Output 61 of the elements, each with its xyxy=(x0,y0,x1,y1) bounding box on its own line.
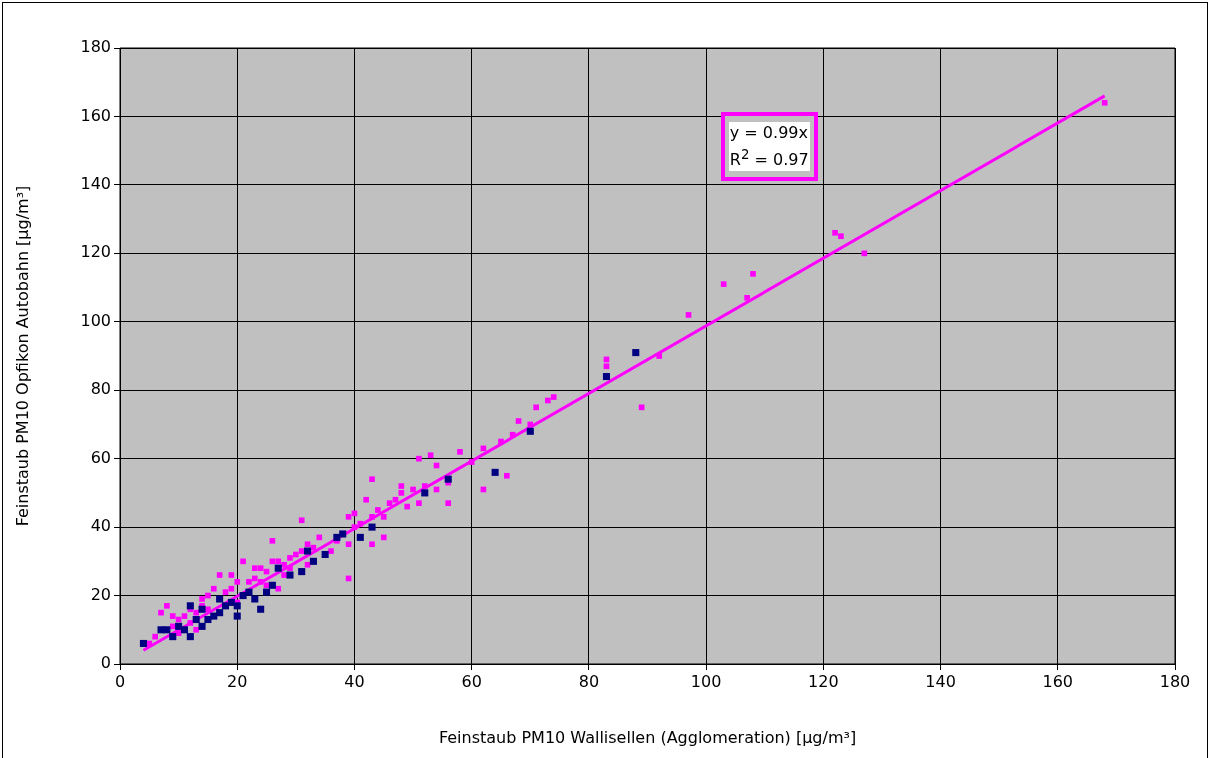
point xyxy=(221,602,230,610)
point xyxy=(198,622,206,630)
y-axis-title: Feinstaub PM10 Opfikon Autobahn [µg/m³] xyxy=(12,185,32,527)
point xyxy=(175,622,183,630)
point xyxy=(180,626,189,634)
x-tick-label: 40 xyxy=(344,671,365,691)
y-tick-label: 120 xyxy=(80,242,111,262)
point xyxy=(339,530,347,538)
point xyxy=(186,602,194,610)
point xyxy=(286,571,294,579)
point xyxy=(245,588,253,596)
annotation: R$^{2}$ = 0.97 xyxy=(729,147,809,170)
x-tick-label: 100 xyxy=(690,671,722,691)
point xyxy=(216,595,224,603)
point xyxy=(309,557,317,565)
annotation: y = 0.99x xyxy=(729,123,808,143)
y-tick-label: 180 xyxy=(80,37,111,57)
x-tick-label: 140 xyxy=(925,671,956,691)
y-tick-label: 80 xyxy=(90,379,111,399)
x-tick-label: 0 xyxy=(114,671,126,691)
x-tick-label: 20 xyxy=(227,671,248,691)
y-tick-label: 20 xyxy=(90,584,111,604)
x-axis-title: Feinstaub PM10 Wallisellen (Agglomeration) [µg/m³] xyxy=(438,727,857,747)
y-tick-label: 160 xyxy=(80,105,111,125)
point xyxy=(210,612,218,620)
point xyxy=(356,533,364,541)
point xyxy=(163,626,171,634)
point xyxy=(233,612,241,620)
point xyxy=(602,373,611,381)
x-tick-label: 180 xyxy=(1159,671,1191,691)
x-tick-label: 60 xyxy=(461,671,482,691)
point xyxy=(444,475,452,483)
y-tick-label: 140 xyxy=(80,174,111,194)
point xyxy=(227,598,235,606)
point xyxy=(304,547,312,555)
point xyxy=(268,581,276,589)
point xyxy=(216,609,224,617)
point xyxy=(421,489,429,497)
point xyxy=(192,615,200,624)
x-tick-label: 160 xyxy=(1042,671,1074,691)
point xyxy=(139,639,147,647)
y-tick-label: 100 xyxy=(80,310,111,330)
point xyxy=(298,568,306,576)
y-tick-label: 40 xyxy=(90,516,111,536)
point xyxy=(632,349,640,357)
point xyxy=(274,564,282,572)
point xyxy=(169,633,177,641)
point xyxy=(233,602,241,610)
y-tick-label: 0 xyxy=(100,653,111,673)
point xyxy=(526,427,534,435)
x-tick-label: 80 xyxy=(578,671,600,691)
point xyxy=(186,633,194,641)
y-tick-label: 60 xyxy=(90,447,111,467)
point xyxy=(251,595,259,603)
point xyxy=(262,588,271,596)
point xyxy=(321,550,329,559)
point xyxy=(198,605,206,613)
x-tick-label: 120 xyxy=(808,671,839,691)
point xyxy=(368,523,376,531)
point xyxy=(491,468,499,476)
point xyxy=(257,605,265,613)
